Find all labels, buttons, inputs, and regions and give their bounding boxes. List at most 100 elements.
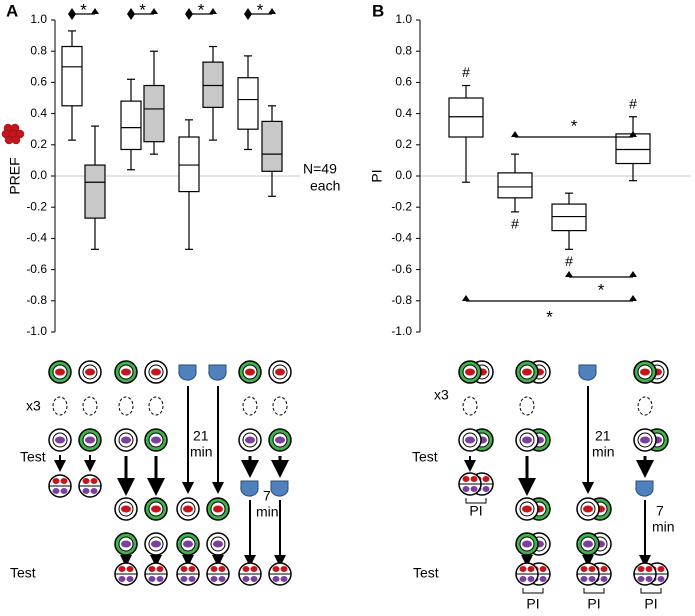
diagram-label: 21 [595,428,611,444]
box [615,133,651,165]
diagram-label: min [592,444,615,460]
odor-drop [208,364,227,381]
odor-icon [15,129,25,139]
y-tick-label: 0.4 [30,106,47,120]
bracket-end [127,8,135,14]
odor-blob [188,566,196,572]
bracket-end [565,271,573,277]
y-tick-label: 0.0 [395,168,412,182]
odor-blob [121,436,131,444]
odor-blob [583,540,593,548]
repeat-loop [118,396,134,416]
odor-blob [527,576,535,582]
odor-blob [151,436,161,444]
odor-blob [640,436,650,444]
annotation: N=49 [303,161,337,177]
odor-blob [539,576,547,582]
odor-blob [118,576,126,582]
odor-blob [588,566,596,572]
bracket-end [511,131,519,137]
odor-blob [60,488,68,494]
diagram-label: Test [10,565,36,581]
odor-blob [118,566,126,572]
pi-bracket [522,588,544,594]
repeat-loop [272,396,288,416]
odor-blob [242,566,250,572]
diagram-label: min [652,519,675,535]
box [202,61,224,108]
y-tick-label: -0.6 [26,262,47,276]
odor-blob [640,368,650,376]
repeat-loop [462,396,478,416]
odor-blob [121,505,131,513]
odor-blob [242,576,250,582]
box [551,203,587,232]
odor-blob [148,576,156,582]
odor-drop [270,480,289,497]
odor-blob [588,576,596,582]
bracket-end [244,8,252,14]
odor-blob [250,566,258,572]
odor-blob [213,540,223,548]
significance-star: * [139,0,146,19]
repeat-loop [519,396,535,416]
odor-blob [522,505,532,513]
odor-blob [213,505,223,513]
odor-blob [245,436,255,444]
y-tick-label: 0.6 [30,75,47,89]
odor-blob [600,566,608,572]
odor-blob [519,566,527,572]
bracket-end [268,8,276,14]
bracket-end [629,271,637,277]
odor-blob [156,566,164,572]
bracket-end [244,14,252,20]
odor-blob [85,436,95,444]
y-tick-label: 0.8 [395,43,412,57]
box-marker: # [629,95,637,111]
odor-blob [272,576,280,582]
odor-blob [210,566,218,572]
y-tick-label: 0.0 [30,168,47,182]
odor-blob [583,505,593,513]
repeat-loop [242,396,258,416]
odor-blob [519,576,527,582]
odor-blob [183,505,193,513]
y-tick-label: -0.8 [26,293,47,307]
odor-blob [52,488,60,494]
y-tick-label: 0.6 [395,75,412,89]
odor-blob [637,576,645,582]
box [120,100,142,151]
box-marker: # [462,64,470,80]
odor-blob [218,566,226,572]
y-tick-label: -0.2 [26,199,47,213]
odor-blob [156,576,164,582]
odor-blob [462,486,470,492]
odor-blob [275,436,285,444]
odor-blob [522,436,532,444]
odor-blob [462,476,470,482]
odor-blob [245,368,255,376]
odor-icon [11,135,21,145]
box [84,164,106,219]
diagram-label: Test [20,449,46,465]
odor-blob [85,368,95,376]
odor-blob [60,478,68,484]
bracket-end [68,14,76,20]
y-axis-label: PI [369,169,385,182]
odor-blob [580,566,588,572]
y-tick-label: 0.4 [395,106,412,120]
diagram-label: x3 [26,398,41,414]
odor-blob [465,368,475,376]
y-tick-label: -0.8 [391,293,412,307]
diagram-label: Test [413,565,439,581]
odor-blob [657,576,665,582]
panel-label: A [6,1,18,20]
bracket-end [150,8,158,14]
odor-drop [240,480,259,497]
y-tick-label: 0.8 [30,43,47,57]
diagram-label: PI [644,596,657,612]
odor-blob [151,540,161,548]
significance-star: * [257,0,264,19]
odor-blob [645,566,653,572]
